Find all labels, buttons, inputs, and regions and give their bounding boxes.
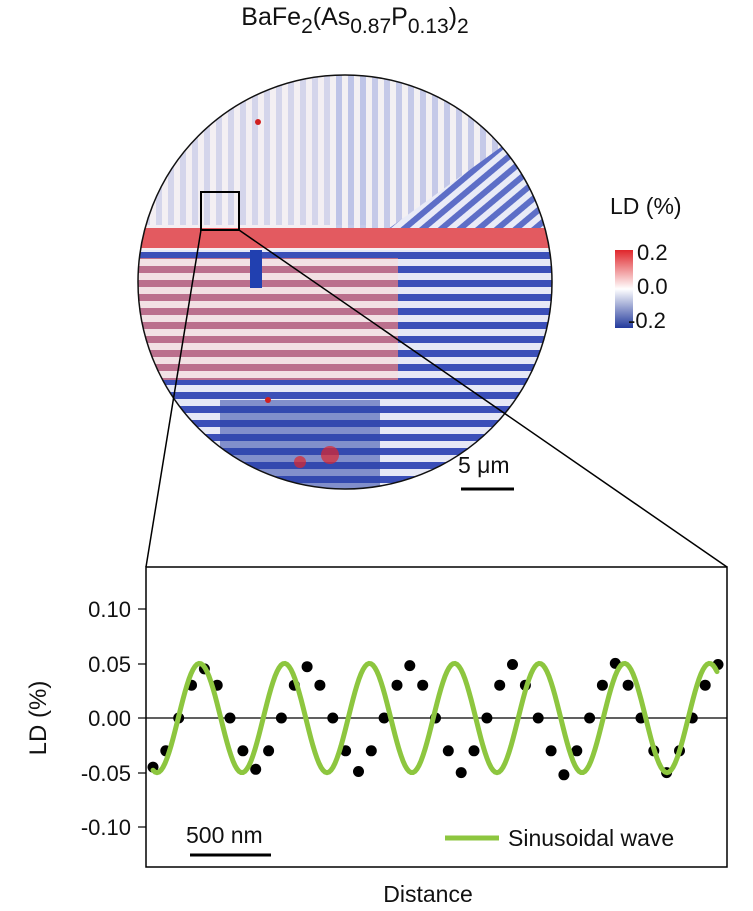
legend: Sinusoidal wave [445, 825, 674, 851]
map-outline [137, 74, 553, 490]
zoom-region-box [200, 191, 240, 231]
data-point [353, 766, 364, 777]
data-point [327, 712, 339, 724]
title-sub: 2 [457, 15, 469, 38]
data-point [442, 745, 454, 757]
title-part: BaFe [241, 3, 301, 31]
x-axis-label: Distance [383, 881, 472, 907]
ld-map-image [138, 75, 552, 489]
colorbar-tick: 0.2 [637, 240, 668, 265]
sinusoidal-wave-line [150, 660, 720, 776]
title-part: ) [449, 3, 457, 31]
y-tick-label: 0.10 [88, 597, 131, 622]
y-tick-label: 0.05 [88, 652, 131, 677]
data-point [237, 745, 249, 757]
title-part: P [391, 3, 408, 31]
data-point [468, 745, 480, 757]
plot-scale-bar-label: 500 nm [186, 822, 263, 848]
legend-label-sinusoidal-wave: Sinusoidal wave [508, 825, 674, 851]
title-sub: 0.87 [350, 15, 391, 38]
colorbar-tick: 0.0 [637, 274, 668, 299]
data-point [378, 712, 390, 724]
title-part: (As [313, 3, 351, 31]
data-point [263, 745, 275, 757]
data-point [558, 769, 570, 781]
colorbar-title: LD (%) [610, 193, 682, 219]
data-point [481, 712, 493, 724]
data-point [507, 659, 518, 670]
data-point [314, 679, 326, 691]
data-point [224, 712, 236, 724]
data-point [571, 745, 583, 757]
zoom-line-left [145, 229, 202, 568]
y-axis-label: LD (%) [25, 681, 52, 756]
data-point [584, 712, 596, 724]
data-point [365, 745, 377, 757]
data-point [622, 679, 634, 691]
data-point [455, 767, 467, 779]
data-point [417, 679, 429, 691]
data-point [596, 679, 608, 691]
data-point [391, 679, 403, 691]
data-point [494, 679, 506, 691]
y-tick-label: -0.10 [81, 815, 131, 840]
data-point [404, 660, 416, 672]
title-sub: 0.13 [408, 15, 449, 38]
zoom-line-right [238, 229, 728, 568]
data-point [250, 763, 262, 775]
data-point [532, 712, 544, 724]
plot-frame [145, 566, 728, 868]
line-plot: 0.10 0.05 0.00 -0.05 -0.10 LD (%) Distan… [25, 566, 728, 907]
colorbar [615, 250, 633, 328]
y-tick-label: -0.05 [81, 761, 131, 786]
y-tick-label: 0.00 [88, 706, 131, 731]
data-point [275, 712, 287, 724]
y-axis-ticks [138, 608, 146, 828]
map-title: BaFe2(As0.87P0.13)2 [241, 3, 468, 38]
colorbar-tick: -0.2 [628, 308, 666, 333]
data-point [301, 661, 313, 673]
map-scale-bar-label: 5 μm [458, 452, 510, 478]
title-sub: 2 [301, 15, 313, 38]
data-point [699, 679, 711, 691]
data-point [545, 745, 557, 757]
